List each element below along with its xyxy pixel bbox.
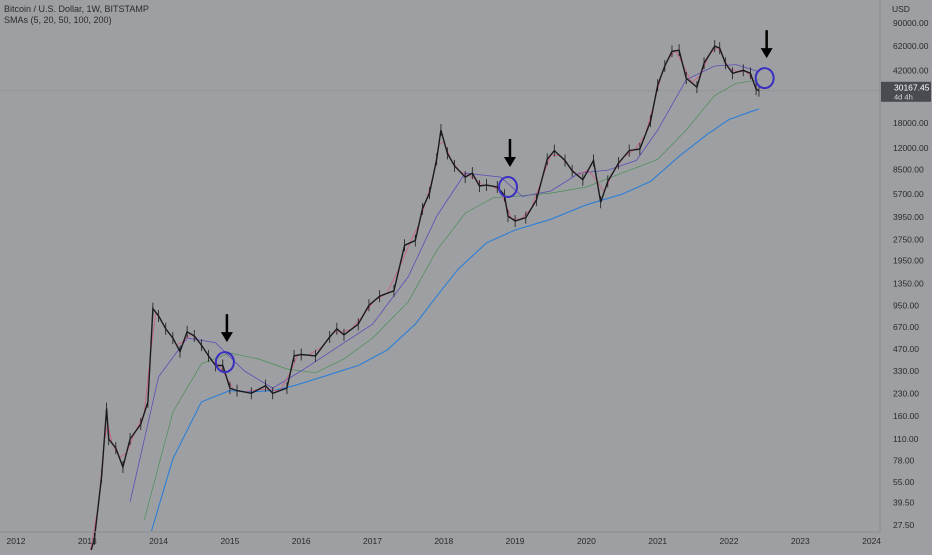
indicator-label: SMAs (5, 20, 50, 100, 200) [4,15,112,25]
sma-200-line [150,108,760,532]
currency-label: USD [892,4,910,14]
chart-title: Bitcoin / U.S. Dollar, 1W, BITSTAMP [4,4,149,14]
y-tick-label: 39.50 [893,498,915,508]
arrow-head [760,48,773,59]
y-tick-label: 90000.00 [893,18,929,28]
x-tick-label: 2020 [577,536,596,546]
sma-20-line [89,46,758,555]
y-tick-label: 470.00 [893,344,919,354]
sma-100-line [143,79,759,520]
y-tick-label: 18000.00 [893,118,929,128]
y-tick-label: 55.00 [893,477,915,487]
countdown-label: 4d 4h [894,92,913,101]
price-series [89,45,760,555]
y-tick-label: 42000.00 [893,65,929,75]
y-tick-label: 78.00 [893,455,915,465]
last-price-tag[interactable] [881,81,931,102]
y-tick-label: 12000.00 [893,143,929,153]
highlight-circle [754,67,775,90]
sma-50-line [129,64,760,502]
x-tick-label: 2023 [791,536,810,546]
y-tick-label: 8500.00 [893,164,924,174]
y-tick-label: 160.00 [893,411,919,421]
y-tick-label: 3950.00 [893,212,924,222]
y-tick-label: 950.00 [893,300,919,310]
chart-legend: Bitcoin / U.S. Dollar, 1W, BITSTAMP SMAs… [4,4,149,26]
arrow-head [503,156,516,167]
y-tick-label: 5700.00 [893,189,924,199]
x-tick-label: 2019 [506,536,525,546]
x-tick-label: 2018 [434,536,453,546]
x-tick-label: 2015 [220,536,239,546]
highlight-circle [214,351,235,374]
x-tick-label: 2021 [648,536,667,546]
x-tick-label: 2013 [78,536,97,546]
highlight-circle [497,175,518,198]
last-price-label: 30167.45 [894,82,930,92]
x-tick-label: 2012 [7,536,26,546]
x-tick-label: 2017 [363,536,382,546]
y-tick-label: 1350.00 [893,278,924,288]
y-tick-label: 62000.00 [893,41,929,51]
y-tick-label: 2750.00 [893,234,924,244]
y-tick-label: 1950.00 [893,256,924,266]
y-tick-label: 330.00 [893,366,919,376]
x-tick-label: 2014 [149,536,168,546]
y-tick-label: 110.00 [893,434,919,444]
arrow-head [220,332,233,343]
y-tick-label: 27.50 [893,520,915,530]
x-tick-label: 2022 [720,536,739,546]
x-tick-label: 2016 [292,536,311,546]
x-tick-label: 2024 [862,536,881,546]
y-tick-label: 670.00 [893,322,919,332]
y-tick-label: 230.00 [893,388,919,398]
